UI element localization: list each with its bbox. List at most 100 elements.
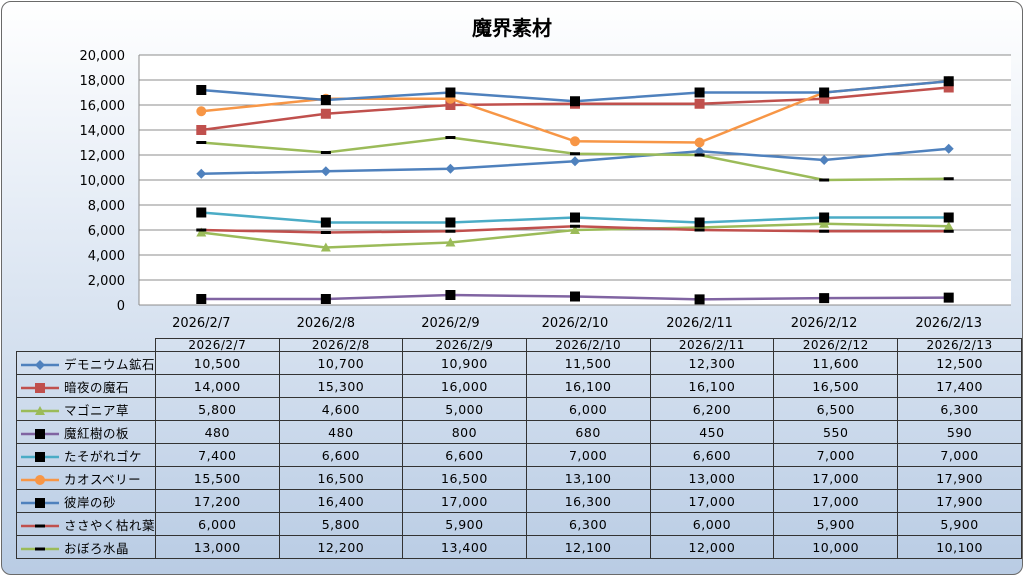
data-point (943, 82, 954, 93)
data-point (570, 212, 580, 223)
y-tick-label: 18,000 (80, 74, 126, 89)
data-point (570, 156, 580, 167)
table-cell: 5,900 (402, 512, 527, 536)
table-cell: 12,500 (897, 351, 1022, 375)
chart-title: 魔界素材 (472, 16, 552, 40)
table-cell: 6,200 (649, 397, 775, 421)
series-name: 彼岸の砂 (64, 494, 117, 510)
data-point (445, 217, 456, 228)
table-cell: 15,500 (155, 466, 280, 490)
data-point (570, 291, 580, 302)
data-point (943, 292, 954, 303)
x-tick-label: 2026/2/8 (297, 316, 355, 331)
y-tick-label: 2,000 (88, 274, 125, 289)
legend-entry: 魔紅樹の板 (15, 420, 157, 444)
table-cell: 13,400 (402, 535, 527, 559)
table-row: 暗夜の魔石 14,000 15,300 16,000 16,100 16,100 16,50… (15, 374, 1022, 398)
y-tick-label: 20,000 (80, 49, 126, 64)
legend-entry: たそがれゴケ (15, 443, 157, 467)
data-point (445, 100, 456, 110)
table-header: 2026/2/10 (525, 338, 651, 352)
x-tick-label: 2026/2/12 (791, 316, 858, 331)
table-header: 2026/2/12 (773, 338, 899, 352)
data-point (694, 137, 705, 148)
series-name: カオスベリー (64, 471, 142, 487)
legend-entry: デモニウム鉱石 (15, 351, 157, 375)
table-header: 2026/2/9 (402, 338, 527, 352)
data-point (570, 224, 580, 228)
table-cell: 12,200 (278, 535, 404, 559)
data-point (320, 151, 331, 154)
legend-key-icon (21, 360, 59, 370)
data-point (320, 217, 331, 228)
data-point (570, 96, 580, 107)
table-cell: 11,600 (773, 351, 899, 375)
series-name: ささやく枯れ葉 (64, 517, 156, 533)
table-cell: 16,100 (649, 374, 775, 398)
table-cell: 17,400 (897, 374, 1022, 398)
data-point (196, 228, 207, 232)
table-cell: 16,500 (402, 466, 527, 490)
data-point (694, 228, 705, 232)
data-point (819, 155, 830, 165)
table-cell: 6,600 (278, 443, 404, 467)
legend-entry: カオスベリー (15, 466, 157, 490)
table-cell: 5,800 (155, 397, 280, 421)
data-point (196, 227, 207, 237)
data-point (445, 229, 456, 233)
data-point (320, 108, 331, 119)
data-point (320, 242, 331, 252)
table-cell: 12,300 (649, 351, 775, 375)
data-point (445, 290, 456, 300)
data-point (694, 153, 705, 157)
table-cell: 7,000 (525, 443, 651, 467)
table-cell: 6,000 (649, 512, 775, 536)
data-point (570, 136, 580, 147)
data-point (819, 212, 830, 223)
legend-key-icon (21, 452, 59, 462)
y-tick-label: 6,000 (88, 224, 125, 239)
table-header: 2026/2/13 (897, 338, 1022, 352)
table-cell: 17,200 (155, 489, 280, 513)
table-cell: 11,500 (525, 351, 651, 375)
data-point (196, 85, 207, 95)
table-cell: 16,300 (525, 489, 651, 513)
table-cell: 16,000 (402, 374, 527, 398)
table-cell: 550 (773, 420, 899, 444)
data-point (943, 177, 954, 181)
table-cell: 7,400 (155, 443, 280, 467)
table-cell: 13,100 (525, 466, 651, 490)
data-point (943, 221, 954, 231)
table-cell: 17,000 (649, 489, 775, 513)
data-point (196, 207, 207, 218)
legend-entry: マゴニア草 (15, 397, 157, 421)
table-corner (17, 339, 156, 352)
table-cell: 10,100 (897, 535, 1022, 559)
table-row: たそがれゴケ 7,400 6,600 6,600 7,000 6,600 7,000 7,00… (15, 443, 1022, 467)
table-cell: 17,900 (897, 489, 1022, 513)
x-tick-label: 2026/2/13 (915, 316, 982, 331)
data-point (694, 294, 705, 305)
data-point (694, 98, 705, 109)
legend-key-icon (21, 524, 59, 528)
legend-key-icon (21, 406, 59, 415)
table-cell: 7,000 (773, 443, 899, 467)
series-name: マゴニア草 (64, 402, 130, 418)
table-cell: 17,000 (773, 466, 899, 490)
series-name: デモニウム鉱石 (64, 356, 156, 372)
table-cell: 17,000 (773, 489, 899, 513)
table-cell: 6,000 (155, 512, 280, 536)
data-point (196, 168, 207, 179)
table-cell: 6,600 (402, 443, 527, 467)
table-cell: 14,000 (155, 374, 280, 398)
y-tick-label: 0 (117, 299, 125, 314)
data-point (196, 106, 207, 117)
table-row: 魔紅樹の板 480 480 800 680 450 550 590 (15, 420, 1022, 444)
table-cell: 10,700 (278, 351, 404, 375)
data-point (819, 178, 830, 182)
legend-key-icon (21, 383, 59, 393)
table-cell: 16,500 (773, 374, 899, 398)
data-point (694, 217, 705, 228)
